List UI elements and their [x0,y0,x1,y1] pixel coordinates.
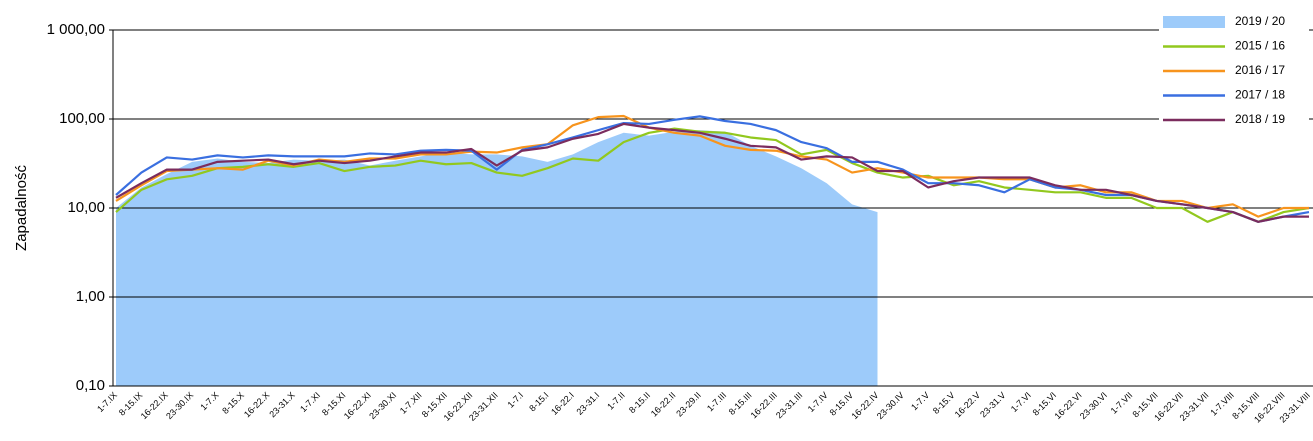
x-tick-label: 1-7.III [705,390,728,413]
x-tick-label: 1-7.I [505,390,525,410]
x-tick-label: 16-22.V [953,390,982,419]
x-tick-label: 1-7.II [605,390,627,412]
line [115,122,1309,223]
x-tick-label: 23-30.VI [1078,390,1109,421]
line [115,127,1310,223]
legend-label: 2016 / 17 [1235,63,1285,77]
x-tick-label: 1-7.XI [298,390,322,414]
x-tick-label: 16-22.II [649,390,678,419]
legend-label: 2017 / 18 [1235,88,1285,102]
x-tick-label: 8-15.I [527,390,550,413]
x-tick-label: 16-22.III [749,390,779,420]
line [115,115,1310,223]
y-tick-label: 0,10 [76,377,105,394]
y-tick-label: 1,00 [76,288,105,305]
x-tick-label: 23-30.XI [367,390,398,421]
x-tick-label: 16-22.I [549,390,576,417]
x-tick-label: 1-7.X [198,390,220,412]
y-tick-label: 1 000,00 [47,21,105,38]
x-tick-label: 1-7.V [909,390,931,412]
x-tick-label: 23-31.V [978,390,1007,419]
x-tick-label: 23-31.III [774,390,804,420]
x-tick-label: 23-30.IX [164,390,195,421]
x-tick-label: 23-29.II [674,390,703,419]
x-tick-label: 1-7.IV [806,390,830,414]
legend-swatch [1163,16,1225,28]
x-tick-label: 23-31.X [267,390,296,419]
legend-background [1159,10,1309,137]
legend-label: 2019 / 20 [1235,14,1285,28]
y-tick-label: 10,00 [67,199,105,216]
x-tick-label: 23-30.IV [875,390,906,421]
legend-label: 2015 / 16 [1235,39,1285,53]
y-axis-label: Zapadalność [13,165,30,251]
x-tick-label: 16-22.X [242,390,271,419]
x-tick-label: 1-7.VI [1009,390,1033,414]
x-tick-label: 23-31.I [574,390,601,417]
area [116,130,878,386]
legend-label: 2018 / 19 [1235,112,1285,126]
y-tick-label: 100,00 [59,110,105,127]
